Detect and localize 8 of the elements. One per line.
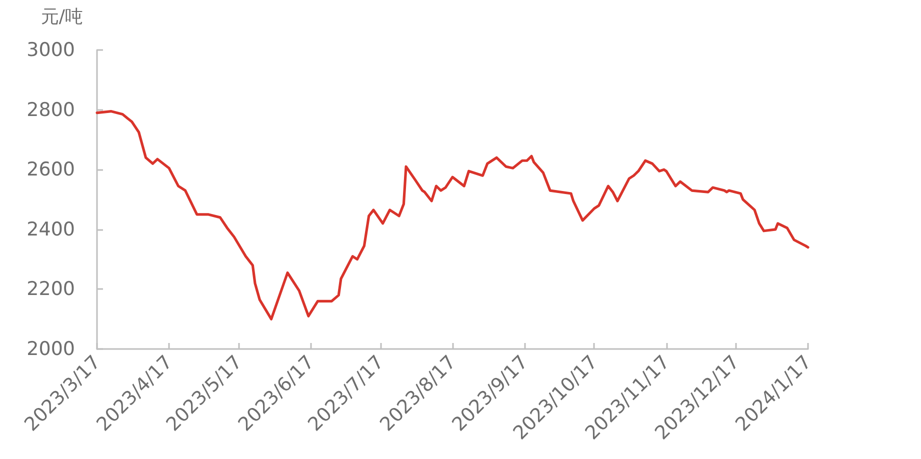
line-series [96,110,810,320]
y-tick-label: 2000 [26,338,75,360]
y-tick-label: 2600 [26,158,75,181]
y-axis-title: 元/吨 [40,6,83,28]
y-tick-label: 2400 [26,218,75,240]
y-tick-label: 2800 [26,98,75,121]
y-tick-label: 2200 [26,278,75,300]
y-tick-label: 3000 [26,39,75,61]
